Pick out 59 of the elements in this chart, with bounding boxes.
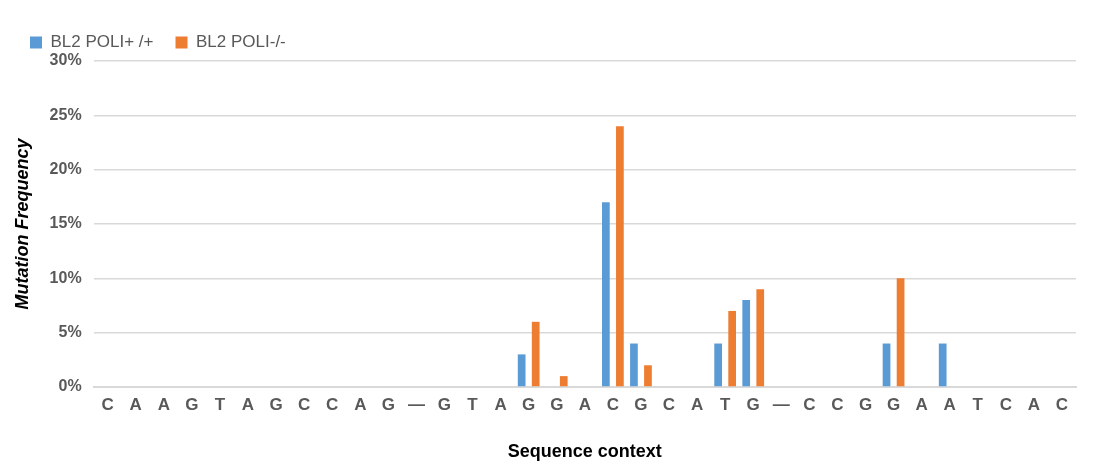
x-tick-label: A <box>354 394 367 414</box>
y-tick-label: 5% <box>58 323 82 341</box>
bar <box>517 354 526 387</box>
bar <box>938 343 947 387</box>
x-tick-label: A <box>157 394 170 414</box>
x-tick-label: A <box>915 394 928 414</box>
bar <box>742 300 751 387</box>
bar <box>602 202 610 387</box>
x-tick-label: — <box>772 394 790 414</box>
y-axis-title: Mutation Frequency <box>11 137 32 310</box>
y-tick-label: 0% <box>58 377 82 395</box>
x-tick-label: A <box>578 394 591 414</box>
x-tick-label: A <box>494 394 507 414</box>
y-tick-label: 15% <box>49 214 82 232</box>
y-tick-label: 20% <box>49 160 82 178</box>
bar <box>714 343 722 387</box>
legend-label: BL2 POLI+ /+ <box>50 32 154 52</box>
x-tick-label: C <box>662 394 676 414</box>
x-tick-label: T <box>972 394 984 414</box>
x-tick-label: A <box>241 394 255 414</box>
x-tick-label: T <box>719 394 731 414</box>
bar <box>531 321 540 387</box>
x-tick-label: A <box>690 394 704 414</box>
x-tick-label: G <box>269 394 283 414</box>
x-tick-label: G <box>522 394 536 414</box>
x-tick-label: G <box>550 394 564 414</box>
x-tick-label: C <box>803 394 816 414</box>
x-tick-label: G <box>886 394 901 414</box>
x-tick-label: G <box>746 394 760 414</box>
x-tick-label: C <box>101 394 114 414</box>
x-axis-title: Sequence context <box>507 441 662 462</box>
x-tick-label: A <box>943 394 956 414</box>
y-tick-label: 25% <box>49 105 82 123</box>
x-tick-label: C <box>831 394 844 414</box>
x-tick-label: C <box>326 394 339 414</box>
x-tick-label: G <box>858 394 873 414</box>
x-tick-label: C <box>999 394 1012 414</box>
bar <box>630 343 638 387</box>
x-tick-label: G <box>185 394 199 414</box>
x-tick-label: A <box>1027 394 1041 414</box>
bar <box>644 365 652 387</box>
bar <box>896 278 905 387</box>
x-tick-label: A <box>129 394 142 414</box>
legend-label: BL2 POLI-/- <box>196 32 286 52</box>
x-tick-label: C <box>1055 394 1069 414</box>
x-tick-label: T <box>467 394 479 414</box>
bar <box>559 376 568 387</box>
x-tick-label: — <box>407 394 425 414</box>
x-tick-label: G <box>634 394 648 414</box>
y-tick-label: 10% <box>49 268 82 286</box>
x-tick-label: C <box>297 394 311 414</box>
y-tick-label: 30% <box>49 51 82 69</box>
bar <box>616 126 624 387</box>
x-tick-label: C <box>606 394 620 414</box>
x-tick-label: G <box>437 394 452 414</box>
x-tick-label: G <box>381 394 395 414</box>
x-tick-label: T <box>214 394 226 414</box>
bar <box>728 310 737 387</box>
bar <box>756 289 765 387</box>
